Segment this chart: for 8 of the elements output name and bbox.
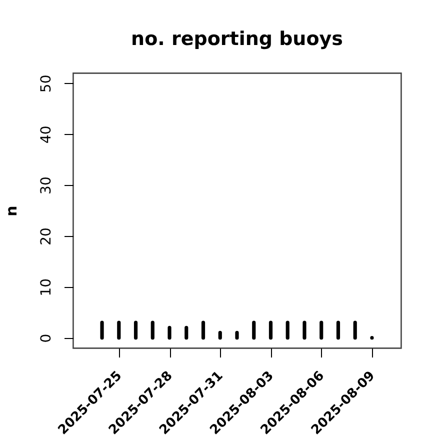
y-tick-label: 30 [38, 176, 54, 194]
y-tick-label: 0 [38, 334, 54, 343]
chart-title: no. reporting buoys [131, 28, 343, 50]
y-tick-label: 40 [38, 126, 54, 144]
y-tick-label: 10 [38, 278, 54, 296]
y-tick-label: 20 [38, 228, 54, 246]
y-tick-label: 50 [38, 74, 54, 93]
y-axis-title: n [2, 206, 20, 216]
